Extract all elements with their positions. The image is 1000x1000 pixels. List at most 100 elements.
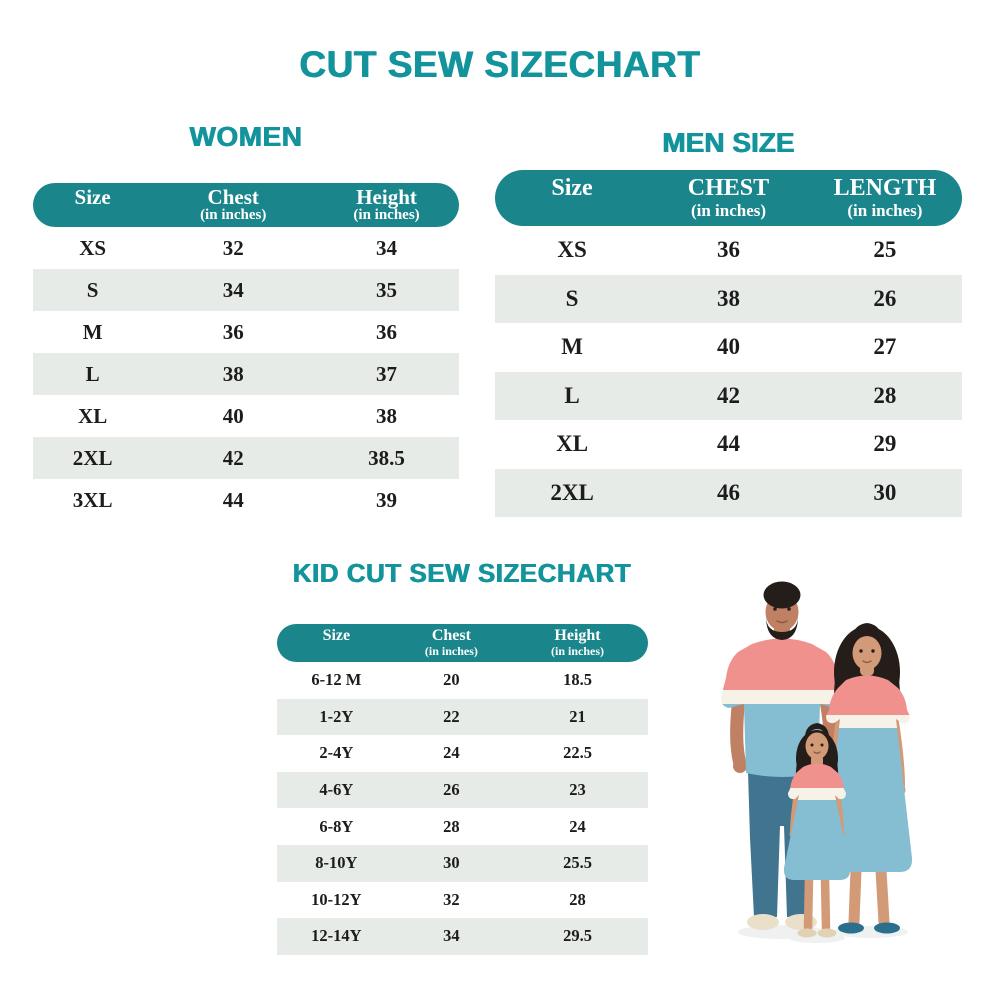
table-cell: 8-10Y — [315, 853, 358, 873]
girl-left-leg — [803, 873, 814, 933]
table-cell: XL — [556, 431, 589, 457]
table-cell: 20 — [443, 670, 460, 690]
table-cell: 38 — [376, 403, 398, 428]
woman-eye — [871, 649, 875, 653]
table-cell: S — [86, 277, 99, 302]
men-col-size: Size — [495, 176, 649, 219]
man-smile — [776, 620, 788, 624]
table-row: 2XL 46 30 — [495, 468, 962, 517]
table-cell: 28 — [569, 889, 586, 909]
table-cell: 30 — [443, 853, 460, 873]
women-section-title: WOMEN — [189, 121, 303, 152]
table-cell: 23 — [569, 780, 586, 800]
table-row: 2XL 42 38.5 — [33, 437, 459, 479]
table-row: S 34 35 — [33, 269, 459, 311]
table-cell: 2XL — [72, 445, 113, 470]
women-table-rows: XS 32 34 S 34 35 M 36 36 L 38 37 XL 40 38 2XL 42 38.5 3XL 4… — [33, 227, 459, 521]
woman-right-leg — [875, 864, 890, 928]
page-title: CUT SEW SIZECHART — [299, 44, 701, 85]
table-cell: 2XL — [550, 479, 594, 505]
table-row: XS 36 25 — [495, 226, 962, 275]
column-sublabel: (in inches) — [847, 200, 923, 220]
table-row: M 40 27 — [495, 323, 962, 372]
table-cell: XS — [79, 235, 107, 260]
dress-white-band — [823, 715, 913, 728]
table-cell: 42 — [222, 445, 244, 470]
table-cell: 46 — [716, 479, 740, 505]
table-cell: 4-6Y — [319, 780, 354, 800]
table-cell: 25.5 — [563, 853, 592, 873]
table-row: 3XL 44 39 — [33, 479, 459, 521]
woman-left-leg — [848, 864, 862, 928]
table-row: 2-4Y 24 22.5 — [277, 735, 648, 772]
woman-hair-front — [851, 623, 883, 650]
men-section-title: MEN SIZE — [662, 127, 795, 158]
table-row: 4-6Y 26 23 — [277, 771, 648, 809]
shadow — [789, 933, 845, 943]
table-cell: 34 — [376, 235, 398, 260]
woman-face — [852, 636, 882, 670]
girl-eye — [810, 743, 814, 747]
table-cell: 32 — [443, 889, 460, 909]
table-cell: M — [561, 334, 583, 360]
kid-section-title: KID CUT SEW SIZECHART — [292, 558, 632, 588]
table-cell: 10-12Y — [311, 889, 362, 909]
dress-white-band — [783, 788, 851, 800]
table-cell: 36 — [376, 319, 398, 344]
women-col-chest: Chest (in inches) — [152, 186, 314, 224]
table-cell: 26 — [443, 780, 460, 800]
table-cell: 39 — [376, 487, 398, 512]
man-left-hand — [733, 759, 747, 773]
table-cell: 44 — [716, 431, 740, 457]
woman-eye — [859, 649, 863, 653]
table-cell: 18.5 — [563, 670, 592, 690]
table-cell: 30 — [873, 479, 897, 505]
women-col-height: Height (in inches) — [314, 186, 459, 224]
table-row: 6-12 M 20 18.5 — [277, 662, 648, 699]
girl-sandal — [797, 928, 817, 938]
tshirt-white-band — [720, 690, 844, 704]
table-cell: L — [564, 382, 580, 408]
table-cell: 3XL — [72, 487, 113, 512]
kid-col-height: Height (in inches) — [507, 627, 648, 658]
men-col-chest: CHEST (in inches) — [649, 176, 808, 219]
table-row: S 38 26 — [495, 274, 962, 323]
woman-flat-shoe — [874, 922, 900, 934]
column-label: CHEST — [687, 175, 770, 202]
table-cell: M — [82, 319, 103, 344]
table-cell: 26 — [873, 285, 897, 311]
column-sublabel: (in inches) — [353, 207, 420, 224]
table-row: L 38 37 — [33, 353, 459, 395]
column-label: Height — [554, 627, 601, 645]
family-photo-illustration — [720, 581, 913, 943]
column-label: LENGTH — [833, 175, 937, 202]
column-label: Size — [551, 175, 593, 202]
girl-smile — [813, 751, 821, 754]
table-cell: 22 — [443, 706, 460, 726]
table-cell: 34 — [443, 926, 460, 946]
column-sublabel: (in inches) — [200, 207, 267, 224]
table-cell: 35 — [376, 277, 398, 302]
table-row: XL 40 38 — [33, 395, 459, 437]
table-cell: 24 — [569, 816, 586, 836]
table-cell: XS — [557, 237, 587, 263]
table-cell: 22.5 — [563, 743, 592, 763]
table-cell: 2-4Y — [319, 743, 354, 763]
table-row: XS 32 34 — [33, 227, 459, 269]
table-row: 1-2Y 22 21 — [277, 698, 648, 736]
column-sublabel: (in inches) — [690, 200, 767, 220]
men-col-length: LENGTH (in inches) — [808, 176, 962, 219]
table-cell: 1-2Y — [319, 706, 354, 726]
column-label: Chest — [431, 627, 471, 645]
kid-col-size: Size — [277, 627, 396, 658]
table-row: 8-10Y 30 25.5 — [277, 844, 648, 882]
column-label: Height — [356, 184, 417, 209]
man-hair — [763, 581, 801, 609]
table-row: L 42 28 — [495, 371, 962, 420]
women-table-header: Size Chest (in inches) Height (in inches… — [33, 183, 459, 227]
table-cell: 36 — [222, 319, 244, 344]
table-cell: 40 — [716, 334, 740, 360]
table-cell: 36 — [716, 237, 740, 263]
table-cell: 27 — [873, 334, 897, 360]
